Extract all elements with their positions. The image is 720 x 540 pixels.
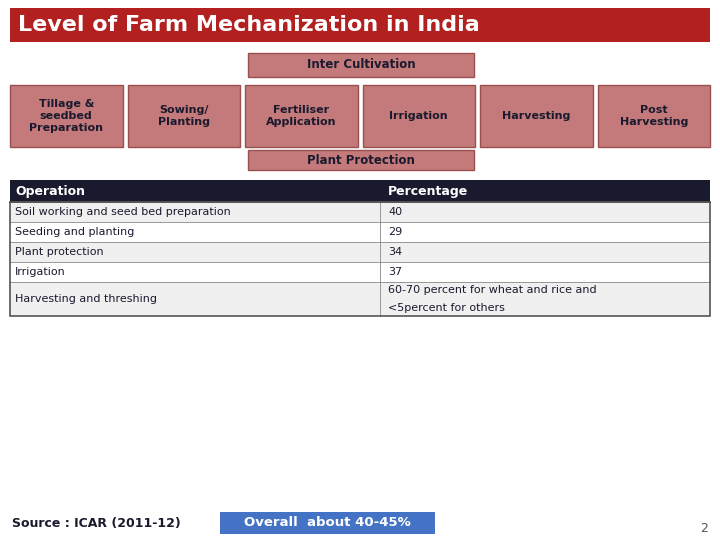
Text: 60-70 percent for wheat and rice and: 60-70 percent for wheat and rice and: [388, 285, 597, 295]
FancyBboxPatch shape: [220, 512, 435, 534]
FancyBboxPatch shape: [10, 8, 710, 42]
FancyBboxPatch shape: [598, 85, 710, 147]
Text: Tillage &
seedbed
Preparation: Tillage & seedbed Preparation: [30, 99, 103, 133]
Text: 2: 2: [700, 522, 708, 535]
FancyBboxPatch shape: [248, 53, 474, 77]
Text: Irrigation: Irrigation: [15, 267, 66, 277]
Text: Soil working and seed bed preparation: Soil working and seed bed preparation: [15, 207, 230, 217]
FancyBboxPatch shape: [127, 85, 240, 147]
FancyBboxPatch shape: [10, 262, 710, 282]
FancyBboxPatch shape: [10, 282, 710, 316]
Text: Seeding and planting: Seeding and planting: [15, 227, 135, 237]
Text: Plant Protection: Plant Protection: [307, 153, 415, 166]
Text: <5percent for others: <5percent for others: [388, 303, 505, 313]
FancyBboxPatch shape: [362, 85, 475, 147]
FancyBboxPatch shape: [480, 85, 593, 147]
Text: 29: 29: [388, 227, 402, 237]
Text: Harvesting: Harvesting: [502, 111, 570, 121]
FancyBboxPatch shape: [245, 85, 358, 147]
Text: 34: 34: [388, 247, 402, 257]
Text: Post
Harvesting: Post Harvesting: [620, 105, 688, 127]
Text: Irrigation: Irrigation: [390, 111, 448, 121]
FancyBboxPatch shape: [10, 222, 710, 242]
Text: Harvesting and threshing: Harvesting and threshing: [15, 294, 157, 304]
Text: Sowing/
Planting: Sowing/ Planting: [158, 105, 210, 127]
Text: 40: 40: [388, 207, 402, 217]
Text: Operation: Operation: [15, 185, 85, 198]
Text: Level of Farm Mechanization in India: Level of Farm Mechanization in India: [18, 15, 480, 35]
Text: Overall  about 40-45%: Overall about 40-45%: [243, 516, 410, 530]
FancyBboxPatch shape: [10, 242, 710, 262]
Text: Percentage: Percentage: [388, 185, 468, 198]
FancyBboxPatch shape: [10, 180, 710, 202]
FancyBboxPatch shape: [10, 85, 122, 147]
FancyBboxPatch shape: [10, 202, 710, 222]
Text: 37: 37: [388, 267, 402, 277]
FancyBboxPatch shape: [248, 150, 474, 170]
Text: Fertiliser
Application: Fertiliser Application: [266, 105, 336, 127]
Text: Source : ICAR (2011-12): Source : ICAR (2011-12): [12, 517, 181, 530]
Text: Plant protection: Plant protection: [15, 247, 104, 257]
Text: Inter Cultivation: Inter Cultivation: [307, 58, 415, 71]
